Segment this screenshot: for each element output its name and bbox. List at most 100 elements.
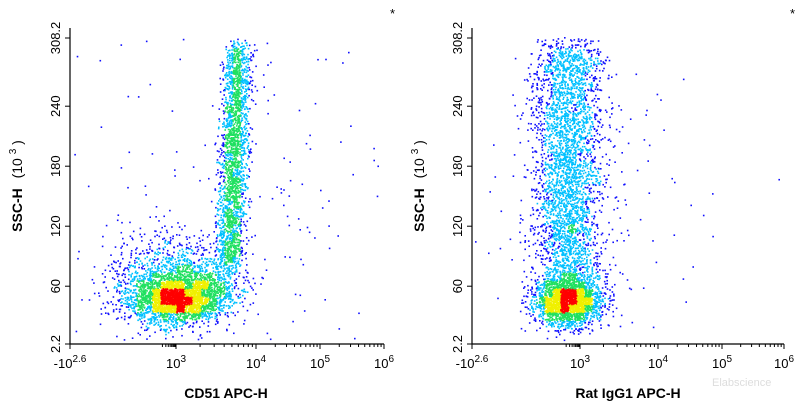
event-dot [178,310,181,313]
event-dot [176,263,178,266]
event-dot [195,295,198,298]
event-dot [168,297,170,299]
event-dot [159,283,161,286]
event-dot [154,235,156,238]
event-dot [149,273,151,275]
event-dot [147,278,149,280]
event-dot [243,58,246,60]
event-dot [233,144,235,146]
event-dot [228,201,230,204]
event-dot [231,129,234,131]
event-dot [235,247,238,250]
event-dot [153,299,155,301]
event-dot [225,272,227,275]
event-dot [224,206,227,209]
event-dot [217,161,220,164]
event-dot [197,338,200,341]
event-dot [232,134,235,136]
event-dot [216,314,218,317]
event-dot [199,334,202,336]
event-dot [213,296,216,298]
event-dot [220,258,222,261]
event-dot [156,306,158,308]
event-dot [153,290,155,293]
event-dot [149,288,152,290]
event-dot [124,290,126,292]
event-dot [120,247,122,249]
event-dot [231,221,234,224]
event-dot [234,264,237,266]
event-dot [202,261,205,263]
event-dot [152,279,154,282]
event-dot [164,318,166,321]
event-dot [115,318,118,320]
event-dot [106,301,109,303]
event-dot [169,305,172,308]
event-dot [147,296,149,298]
event-dot [213,287,216,290]
event-dot [158,280,161,282]
event-dot [209,278,211,280]
event-dot [136,313,139,316]
event-dot [136,278,139,280]
event-dot [240,109,243,111]
event-dot [175,322,177,324]
event-dot [184,309,187,312]
event-dot [162,277,165,280]
event-dot [163,282,166,284]
event-dot [129,304,132,307]
event-dot [138,314,141,316]
event-dot [246,75,248,78]
event-dot [239,225,242,228]
event-dot [216,234,219,236]
event-dot [231,222,233,225]
event-dot [182,295,185,298]
event-dot [221,199,224,201]
event-dot [227,142,229,144]
event-dot [164,242,166,244]
event-dot [173,267,175,270]
event-dot [184,305,187,307]
event-dot [242,193,244,195]
event-dot [202,247,205,249]
event-dot [162,304,165,307]
event-dot [177,283,179,286]
event-dot [227,85,230,88]
event-dot [235,83,238,86]
event-dot [219,83,222,85]
event-dot [200,296,202,299]
event-dot [220,261,222,263]
event-dot [177,268,180,270]
event-dot [245,65,247,68]
event-dot [234,314,236,317]
event-dot [233,42,235,44]
event-dot [153,308,155,310]
event-dot [223,121,225,124]
event-dot [149,279,151,282]
event-dot [172,291,175,293]
event-dot [220,234,222,237]
event-dot [238,216,241,218]
event-dot [219,294,222,297]
event-dot [169,282,172,284]
event-dot [164,283,167,286]
event-dot [233,153,235,156]
event-dot [163,271,166,274]
event-dot [207,284,210,287]
event-dot [207,304,210,306]
event-dot [170,308,173,311]
event-dot [214,312,217,314]
event-dot [229,97,231,99]
event-dot [234,172,237,175]
event-dot [244,39,247,42]
event-dot [227,82,229,84]
event-dot [131,303,134,306]
event-dot [186,289,189,291]
event-dot [219,176,222,179]
event-dot [225,98,227,101]
event-dot [214,142,217,145]
event-dot [183,313,186,316]
event-dot [146,283,148,286]
event-dot [242,150,245,152]
event-dot [233,216,236,219]
